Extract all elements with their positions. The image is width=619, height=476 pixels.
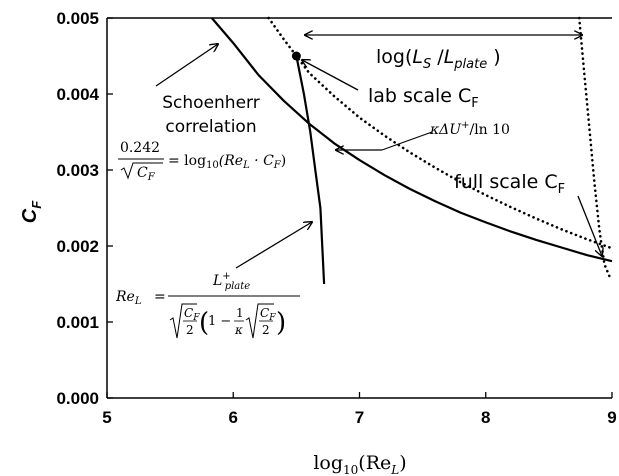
- eq2-C1-sub: F: [192, 313, 200, 323]
- eq2-kappa: κ: [234, 323, 243, 337]
- x-axis-label-close: ): [399, 452, 406, 474]
- tick-marks: [106, 17, 613, 399]
- kappa-label-sup: +: [461, 120, 469, 131]
- log-ratio-label: log(LS /Lplate ): [376, 46, 501, 72]
- reynolds-equation: ReL = L+ plate CF 2 ( 1 − 1 κ CF 2 ): [115, 271, 300, 339]
- log-ratio-sub1: S: [423, 57, 431, 72]
- log-ratio-L1: L: [412, 46, 423, 68]
- lab-scale-arrow: [302, 60, 359, 91]
- kappa-leader-line: [381, 131, 433, 151]
- schoenherr-equation: 0.242 CF = log10(ReL · CF): [118, 140, 286, 183]
- series-line-0: [210, 17, 613, 263]
- lab-scale-label: lab scale CF: [368, 85, 479, 111]
- y-tick-label-5: 0.005: [56, 9, 99, 28]
- schoenherr-arrow: [155, 44, 218, 87]
- y-axis-label-main: C: [19, 208, 41, 223]
- eq1-denominator: CF: [137, 165, 156, 183]
- eq1-rhs-tail-sub: F: [273, 160, 282, 171]
- y-tick-labels: 0.000 0.001 0.002 0.003 0.004 0.005: [56, 9, 99, 408]
- eq1-rhs-sub: 10: [206, 160, 219, 171]
- eq2-lhs-Re: Re: [115, 289, 135, 305]
- eq2-num-sup: +: [222, 271, 230, 282]
- x-tick-labels: 5 6 7 8 9: [102, 408, 616, 427]
- eq1-rhs: = log10(ReL · CF): [168, 153, 286, 171]
- schoenherr-label-line1: Schoenherr: [162, 93, 259, 113]
- series-layer: [210, 16, 614, 285]
- plot-frame: [106, 17, 612, 399]
- eq1-rhs-args-sub: L: [242, 160, 250, 171]
- x-tick-label-3: 8: [481, 408, 490, 427]
- x-axis-label: log10(ReL): [313, 452, 406, 476]
- x-tick-label-4: 9: [607, 408, 616, 427]
- log-ratio-close: ): [487, 46, 500, 68]
- eq1-rhs-close: ): [281, 153, 286, 169]
- eq2-C2-main: C: [260, 306, 269, 320]
- eq1-sqrt-sign: [120, 162, 163, 180]
- eq2-lhs: ReL: [115, 289, 142, 307]
- kappa-label-main: κΔU: [429, 122, 462, 138]
- eq2-one: 1: [236, 306, 244, 320]
- y-tick-label-3: 0.003: [56, 161, 99, 180]
- eq2-sqrt1: [169, 303, 197, 339]
- x-axis-label-args: (Re: [358, 452, 391, 474]
- eq1-numerator: 0.242: [120, 140, 160, 156]
- x-axis-label-sub: 10: [343, 463, 358, 476]
- kappa-label: κΔU+/ln 10: [429, 120, 510, 138]
- x-axis-label-main: log: [313, 452, 343, 474]
- eq2-C1: CF: [184, 306, 200, 323]
- eq2-equals: =: [154, 289, 166, 305]
- eq2-two1: 2: [186, 323, 194, 337]
- eq1-rhs-log: = log: [168, 153, 206, 169]
- y-tick-label-0: 0.000: [56, 389, 99, 408]
- eq1-denom-C: C: [137, 165, 148, 181]
- x-tick-label-2: 7: [355, 408, 364, 427]
- full-scale-label-sub: F: [558, 182, 565, 197]
- eq2-lhs-sub: L: [134, 296, 142, 307]
- eq1-rhs-tail: · C: [250, 153, 274, 169]
- series-line-2: [577, 16, 611, 278]
- y-tick-label-1: 0.001: [56, 313, 99, 332]
- x-tick-label-1: 6: [229, 408, 238, 427]
- full-scale-arrow: [577, 195, 602, 256]
- lab-scale-label-sub: F: [471, 96, 478, 111]
- eq2-one-minus: 1 −: [208, 314, 231, 329]
- full-scale-label: full scale CF: [454, 171, 565, 197]
- x-tick-label-0: 5: [102, 408, 111, 427]
- eq2-num-L: L: [212, 273, 222, 289]
- eq2-open-paren: (: [199, 308, 209, 338]
- eq2-two2: 2: [262, 323, 270, 337]
- log-ratio-slash: /: [431, 46, 444, 68]
- lab-scale-point: [291, 51, 301, 61]
- log-ratio-L2: L: [444, 46, 455, 68]
- y-tick-label-4: 0.004: [56, 85, 99, 104]
- eq2-C1-main: C: [184, 306, 193, 320]
- log-ratio-sub2: plate: [453, 57, 487, 72]
- eq2-C2: CF: [260, 306, 276, 323]
- y-axis-label: CF: [19, 200, 44, 223]
- reynolds-arrow: [235, 222, 312, 269]
- eq2-numerator: L+ plate: [212, 271, 250, 292]
- eq2-num-sub: plate: [225, 281, 251, 292]
- schoenherr-label-line2: correlation: [165, 117, 256, 137]
- eq2-sqrt2: [245, 303, 274, 339]
- kappa-label-rest: /ln 10: [469, 122, 509, 138]
- y-tick-label-2: 0.002: [56, 237, 99, 256]
- eq2-close-paren: ): [276, 308, 286, 338]
- eq1-rhs-args: (Re: [219, 153, 243, 169]
- x-axis-label-args-sub: L: [390, 463, 399, 476]
- full-scale-label-text: full scale C: [454, 171, 558, 193]
- log-ratio-open: log(: [376, 46, 412, 68]
- series-line-3: [295, 55, 326, 285]
- y-axis-label-sub: F: [29, 200, 44, 209]
- lab-scale-label-text: lab scale C: [368, 85, 471, 107]
- eq2-C2-sub: F: [268, 313, 276, 323]
- eq1-denom-sub: F: [147, 172, 156, 183]
